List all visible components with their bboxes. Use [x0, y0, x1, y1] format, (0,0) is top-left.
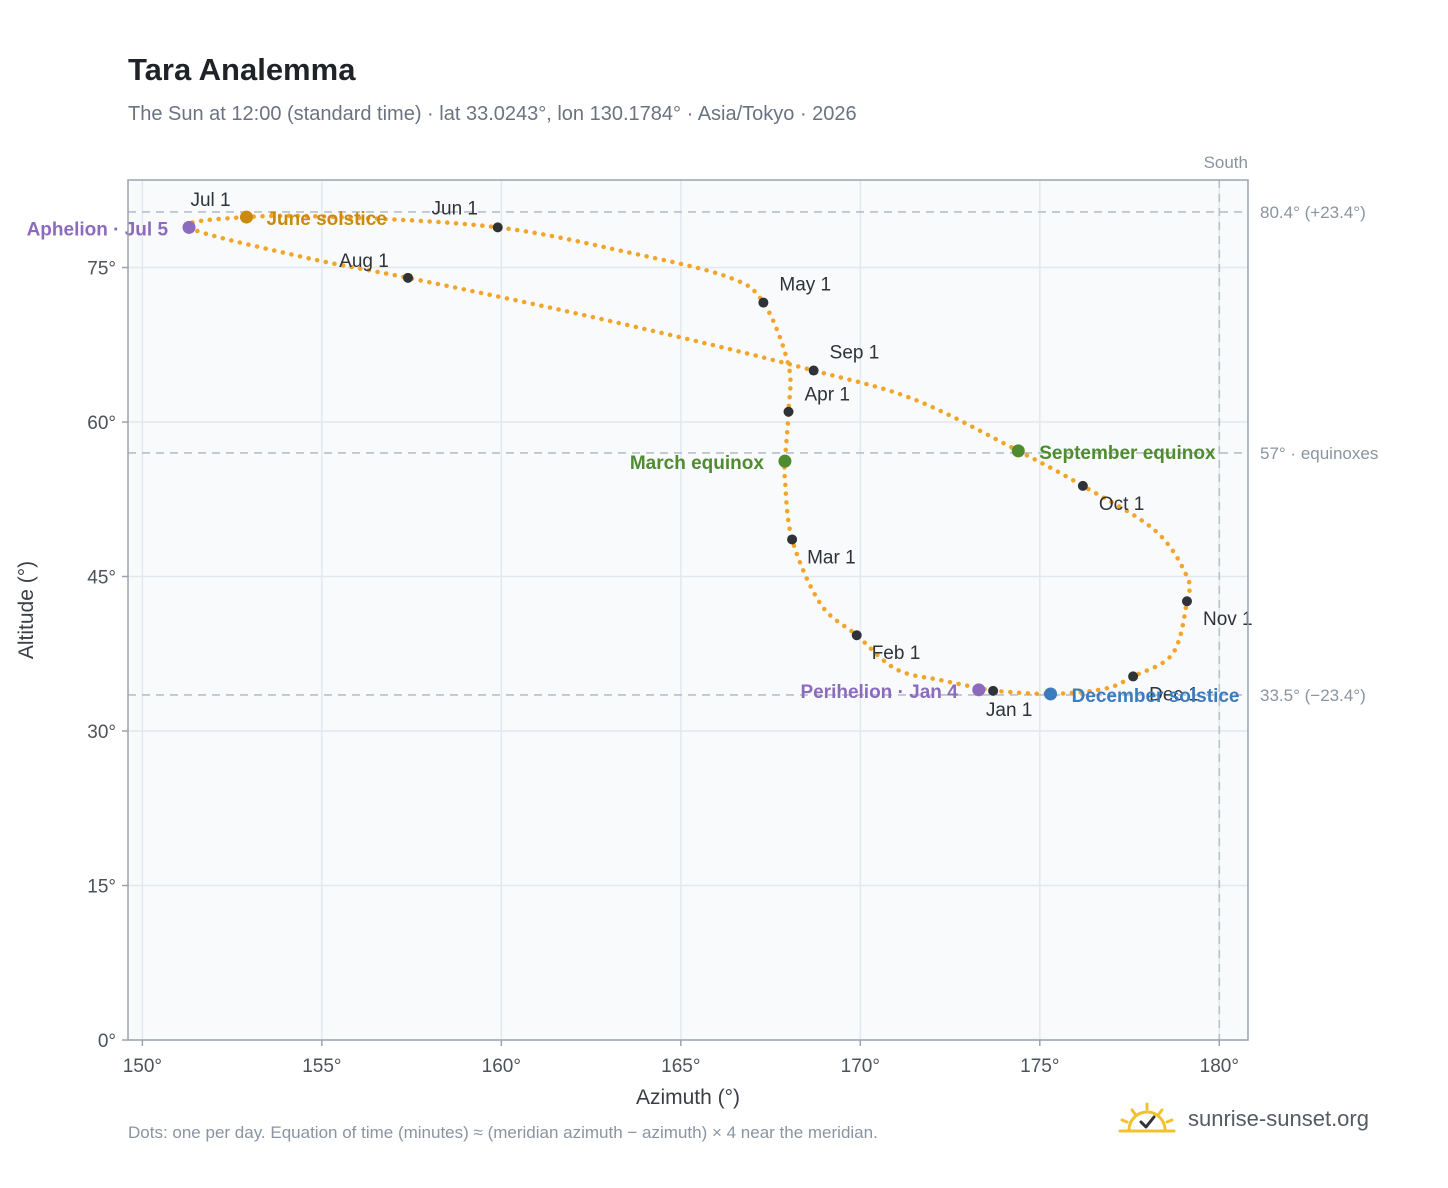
month-markers: Jan 1 Feb 1 Mar 1 Apr 1 May 1 Jun 1 Jul 1 Aug 1…	[190, 190, 1252, 721]
month-marker	[988, 685, 999, 696]
reference-line-label: South	[1204, 153, 1248, 172]
brand[interactable]: sunrise-sunset.org	[1118, 1102, 1369, 1136]
y-tick-label: 30°	[87, 722, 116, 743]
event-marker	[778, 454, 792, 468]
y-tick-label: 0°	[98, 1031, 116, 1052]
plot-background	[128, 180, 1248, 1040]
analemma-path	[185, 213, 1193, 697]
chart-subtitle: The Sun at 12:00 (standard time) · lat 3…	[128, 103, 857, 125]
y-axis-label: Altitude (°)	[15, 561, 38, 659]
analemma-curve	[185, 213, 1193, 697]
x-axis-label: Azimuth (°)	[636, 1086, 740, 1109]
reference-line-label: 57° · equinoxes	[1260, 444, 1378, 463]
month-marker	[1128, 671, 1139, 682]
x-tick-label: 150°	[123, 1056, 162, 1077]
x-tick-label: 170°	[841, 1056, 880, 1077]
y-tick-label: 15°	[87, 877, 116, 898]
month-marker-label: Sep 1	[830, 343, 880, 364]
month-marker	[851, 630, 862, 641]
month-marker-label: Apr 1	[805, 385, 850, 406]
event-label: June solstice	[266, 209, 386, 230]
x-tick-label: 155°	[302, 1056, 341, 1077]
reference-line-label: 33.5° (−23.4°)	[1260, 686, 1366, 705]
event-label: Aphelion · Jul 5	[27, 219, 169, 240]
event-label: Perihelion · Jan 4	[800, 682, 958, 703]
footnote: Dots: one per day. Equation of time (min…	[128, 1123, 878, 1142]
event-marker	[972, 683, 986, 697]
month-marker	[403, 272, 413, 283]
month-marker	[787, 534, 798, 545]
reference-line-label: 80.4° (+23.4°)	[1260, 203, 1366, 222]
month-marker-label: Oct 1	[1099, 494, 1144, 515]
month-marker-label: Nov 1	[1203, 609, 1253, 630]
x-tick-label: 165°	[661, 1056, 700, 1077]
month-marker	[783, 406, 794, 417]
x-tick-label: 180°	[1200, 1056, 1239, 1077]
month-marker-label: Feb 1	[872, 643, 921, 664]
event-marker	[239, 210, 253, 224]
plot-frame	[127, 179, 1249, 1041]
month-marker-label: Mar 1	[807, 547, 856, 568]
x-tick-label: 160°	[482, 1056, 521, 1077]
sun-check-icon	[1118, 1102, 1176, 1133]
event-label: September equinox	[1039, 443, 1216, 464]
chart-title: Tara Analemma	[128, 52, 356, 87]
event-label: December solstice	[1072, 686, 1240, 707]
reference-lines: 80.4° (+23.4°) 57° · equinoxes 33.5° (−23.…	[128, 153, 1378, 1040]
month-marker	[492, 222, 503, 233]
month-marker-label: May 1	[779, 275, 831, 296]
month-marker-label: Jan 1	[986, 700, 1032, 721]
event-marker	[182, 220, 196, 234]
month-marker	[808, 365, 819, 376]
event-markers: June solstice December solstice March equi…	[27, 209, 1240, 707]
event-label: March equinox	[630, 453, 765, 474]
event-marker	[1011, 444, 1025, 458]
axes: 150° 155° 160° 165° 170° 175° 180° 0° 15° 30° 45° 6…	[87, 259, 1239, 1077]
month-marker	[1077, 480, 1088, 491]
y-tick-label: 60°	[87, 413, 116, 434]
brand-name: sunrise-sunset.org	[1188, 1106, 1369, 1131]
month-marker-label: Aug 1	[339, 251, 389, 272]
month-marker-label: Jun 1	[432, 198, 478, 219]
month-marker-label: Dec 1	[1149, 684, 1199, 705]
event-marker	[1044, 687, 1058, 701]
x-tick-label: 175°	[1020, 1056, 1059, 1077]
month-marker	[758, 297, 769, 308]
month-marker-label: Jul 1	[190, 190, 230, 211]
y-tick-label: 75°	[87, 259, 116, 280]
month-marker	[1181, 596, 1192, 607]
y-tick-label: 45°	[87, 568, 116, 589]
